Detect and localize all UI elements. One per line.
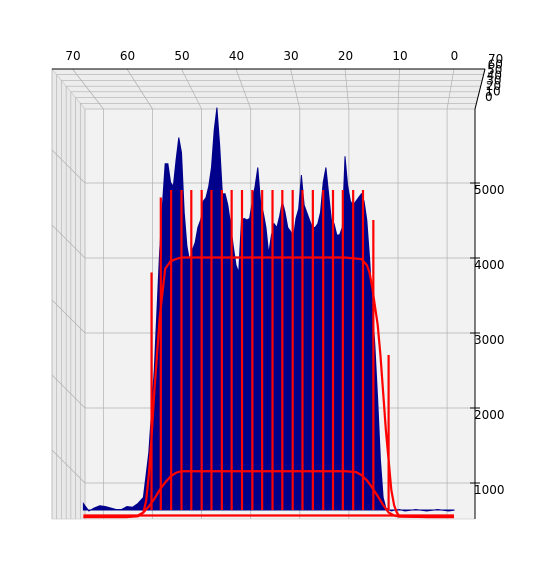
- y-tick-label: 60: [488, 57, 503, 71]
- y-tick-label: 30: [486, 74, 501, 88]
- z-tick-label: 5000: [474, 183, 505, 197]
- y-axis-line: [474, 68, 486, 110]
- axes: [52, 68, 486, 519]
- grid-line-z-side: [51, 374, 86, 409]
- y-tick-label: 50: [487, 63, 502, 77]
- grid-line-z-side: [51, 224, 86, 259]
- x-tick-label: 70: [65, 49, 80, 63]
- grid-line-z-side: [51, 449, 86, 484]
- x-tick-label: 10: [392, 49, 407, 63]
- grid-line-x-top: [446, 68, 455, 110]
- x-tick-label: 20: [338, 49, 353, 63]
- x-tick-label: 50: [174, 49, 189, 63]
- grid-line-x-top: [290, 68, 301, 110]
- x-tick-label: 60: [120, 49, 135, 63]
- grid-line-z-side: [51, 299, 86, 334]
- y-tick-label: 10: [485, 85, 500, 99]
- grid-line-x-top: [126, 68, 153, 110]
- y-tick-label: 0: [485, 90, 493, 104]
- line-series-2: [83, 470, 454, 519]
- grid-line-x-top: [397, 68, 400, 110]
- line-series-1: [83, 256, 454, 519]
- grid-line-x-top: [344, 68, 350, 110]
- x-tick-label: 0: [451, 49, 459, 63]
- grid-line-z-side: [51, 149, 86, 184]
- z-tick-label: 2000: [474, 408, 505, 422]
- grid-line-x-top: [235, 68, 252, 110]
- y-tick-label: 70: [488, 52, 503, 66]
- y-tick-label: 40: [487, 68, 502, 82]
- chart-marks: [82, 107, 455, 519]
- z-tick-label: 4000: [474, 258, 505, 272]
- z-tick-label: 3000: [474, 333, 505, 347]
- y-tick-label: 20: [486, 79, 501, 93]
- z-tick-label: 1000: [474, 483, 505, 497]
- x-tick-label: 30: [283, 49, 298, 63]
- grid-line-x-top: [72, 68, 104, 110]
- x-tick-label: 40: [229, 49, 244, 63]
- tick-labels: 70 60 50 40 30 20 10 0 7060504030201001000200030…: [65, 49, 504, 497]
- grid-line-x-top: [181, 68, 202, 110]
